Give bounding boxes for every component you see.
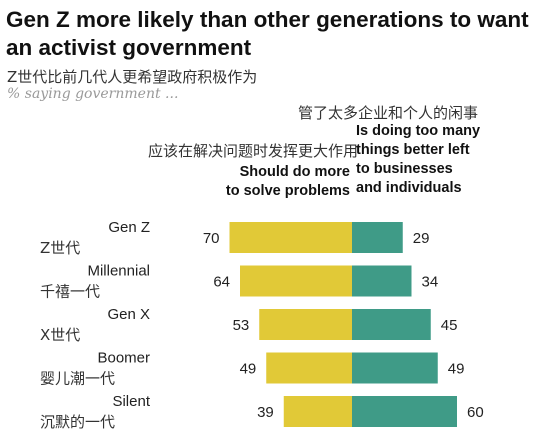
value-doing-too-many-boomer: 49 — [448, 361, 465, 378]
bar-doing-too-many-gen-z — [352, 222, 403, 253]
category-label-cn-silent: 沉默的一代 — [40, 413, 115, 431]
bar-doing-too-many-gen-x — [352, 309, 431, 340]
right-header-chinese: 管了太多企业和个人的闲事 — [298, 104, 479, 122]
chart-subtitle-chinese: Z世代比前几代人更希望政府积极作为 — [7, 68, 258, 86]
value-doing-too-many-millennial: 34 — [422, 274, 439, 291]
category-label-cn-gen-z: Z世代 — [40, 239, 80, 257]
bar-should-do-more-boomer — [266, 352, 352, 384]
legend-doing-too-many-line1: Is doing too many — [356, 123, 481, 139]
legend-should-do-more: Should do more to solve problems — [180, 163, 350, 201]
legend-should-do-more-line1: Should do more — [239, 164, 350, 180]
bar-should-do-more-gen-z — [229, 222, 352, 253]
value-should-do-more-gen-x: 53 — [233, 317, 250, 334]
bar-doing-too-many-millennial — [352, 265, 412, 297]
bar-should-do-more-silent — [283, 396, 352, 427]
category-label-gen-z: Gen Z — [108, 219, 150, 236]
value-should-do-more-silent: 39 — [257, 404, 274, 421]
bar-should-do-more-millennial — [240, 265, 352, 297]
value-should-do-more-millennial: 64 — [213, 274, 230, 291]
category-label-boomer: Boomer — [97, 350, 150, 367]
bar-doing-too-many-silent — [352, 396, 457, 427]
legend-should-do-more-line2: to solve problems — [225, 183, 350, 199]
value-should-do-more-gen-z: 70 — [203, 230, 220, 247]
value-doing-too-many-silent: 60 — [467, 404, 484, 421]
category-label-millennial: Millennial — [87, 263, 150, 280]
bar-should-do-more-gen-x — [259, 309, 352, 340]
category-label-cn-millennial: 千禧一代 — [40, 283, 100, 301]
left-header-chinese: 应该在解决问题时发挥更大作用 — [148, 142, 359, 160]
category-label-silent: Silent — [112, 393, 150, 410]
value-should-do-more-boomer: 49 — [240, 361, 257, 378]
legend-doing-too-many-line4: and individuals — [356, 180, 462, 196]
chart-title: Gen Z more likely than other generations… — [6, 7, 529, 60]
bar-doing-too-many-boomer — [352, 352, 438, 384]
legend-doing-too-many: Is doing too many things better left to … — [356, 122, 546, 198]
legend-doing-too-many-line3: to businesses — [356, 161, 453, 177]
legend-doing-too-many-line2: things better left — [356, 142, 470, 158]
category-label-cn-gen-x: X世代 — [40, 326, 80, 344]
value-doing-too-many-gen-z: 29 — [413, 230, 430, 247]
chart-subtitle: % saying government ... — [7, 86, 179, 102]
category-label-cn-boomer: 婴儿潮一代 — [40, 370, 115, 388]
value-doing-too-many-gen-x: 45 — [441, 317, 458, 334]
category-label-gen-x: Gen X — [107, 306, 150, 323]
